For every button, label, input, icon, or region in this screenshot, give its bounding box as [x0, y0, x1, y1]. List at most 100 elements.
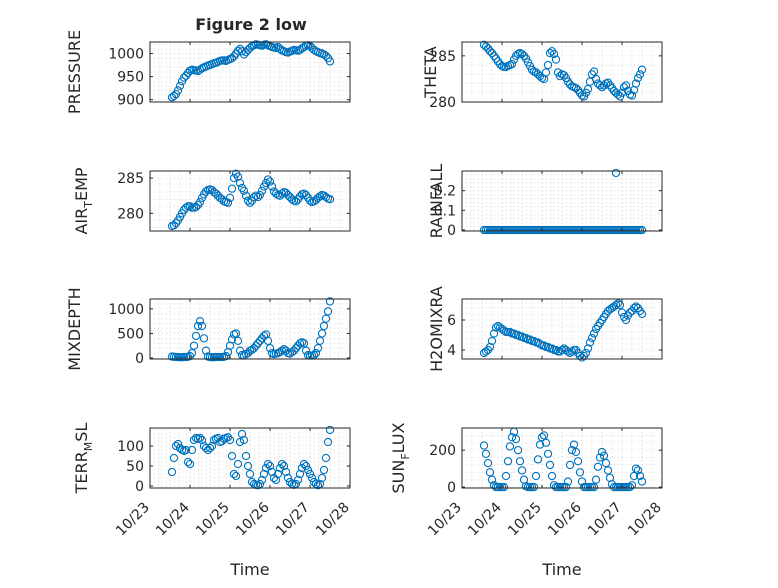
sun_flux-ylabel-tail: LUX: [389, 422, 408, 453]
sun_flux-data-point: [627, 481, 637, 490]
mixdepth-data-point: [187, 348, 197, 358]
air_temp-data-point: [251, 191, 261, 200]
sun_flux-data-point: [565, 460, 575, 470]
terr_msl-ytick-label: 50: [126, 459, 144, 475]
h2omixra-data-point: [551, 345, 561, 355]
h2omixra-data-point: [589, 329, 599, 338]
sun_flux-data-point: [573, 457, 583, 466]
mixdepth-data-point: [251, 341, 261, 350]
pressure-data-point: [299, 42, 309, 52]
air_temp-data-point: [321, 192, 331, 202]
h2omixra-data-point: [557, 345, 567, 355]
pressure-ytick-label: 1000: [108, 47, 144, 63]
h2omixra-ytick-label: 4: [447, 343, 456, 359]
air_temp-data-point: [249, 192, 259, 202]
air_temp-data-point: [181, 203, 191, 212]
terr_msl-data-point: [317, 473, 327, 483]
h2omixra-data-point: [491, 323, 501, 332]
theta-data-point: [583, 84, 593, 94]
air_temp-data-point: [235, 178, 245, 188]
sun_flux-data-point: [575, 468, 585, 477]
sun_flux-xtick-label: 10/27: [585, 500, 625, 540]
mixdepth-data-point: [255, 336, 265, 345]
theta-data-point: [617, 88, 627, 97]
terr_msl-data-point: [243, 461, 253, 471]
mixdepth-data-point: [231, 329, 241, 338]
sun_flux-data-point: [599, 451, 609, 460]
terr_msl-data-point: [281, 467, 291, 477]
terr_msl-data-point: [233, 459, 243, 469]
sun_flux-data-point: [625, 482, 635, 492]
air_temp-data-point: [253, 192, 263, 202]
pressure-data-point: [233, 46, 243, 55]
terr_msl-data-point: [229, 469, 239, 479]
theta-data-point: [621, 81, 631, 90]
pressure-ytick-label: 900: [117, 93, 144, 109]
terr_msl-ylabel-sub: M: [82, 442, 95, 452]
rainfall-data-point: [637, 225, 647, 235]
h2omixra-data-point: [581, 348, 591, 358]
mixdepth-data-point: [259, 331, 269, 341]
sun_flux-ytick-label: 0: [447, 480, 456, 496]
terr_msl-data-point: [277, 459, 287, 469]
sun_flux-data-point: [537, 433, 547, 442]
pressure-data-point: [173, 86, 183, 95]
air_temp-data-point: [229, 173, 239, 183]
sun_flux-ylabel: SUNFLUX: [389, 422, 412, 493]
mixdepth-data-point: [189, 341, 199, 350]
h2omixra-data-point: [485, 342, 495, 352]
theta-data-point: [541, 68, 551, 77]
air_temp-data-point: [277, 189, 287, 198]
h2omixra-data-point: [585, 338, 595, 347]
sun_flux-data-point: [531, 471, 541, 481]
sun_flux-data-point: [593, 462, 603, 471]
terr_msl-data-point: [323, 437, 333, 447]
air_temp-data-point: [185, 202, 195, 211]
h2omixra-data-point: [583, 344, 593, 353]
terr_msl-data-point: [295, 469, 305, 479]
terr_msl-frame: [149, 427, 351, 489]
theta-data-point: [595, 81, 605, 90]
sun_flux-xtick-label: 10/25: [505, 500, 545, 540]
sun_flux-data-point: [489, 481, 499, 490]
terr_msl-data-point: [169, 453, 179, 463]
terr_msl-data-point: [189, 435, 199, 445]
terr_msl-xtick-label: 10/25: [193, 500, 233, 540]
sun_flux-data-point: [601, 458, 611, 468]
terr_msl-data-point: [319, 465, 329, 475]
air_temp-ylabel-main: AIR: [72, 208, 91, 235]
terr_msl-data-point: [313, 481, 323, 490]
sun_flux-data-point: [539, 431, 549, 440]
terr_msl-data-point: [283, 473, 293, 483]
terr_msl-data-point: [257, 475, 267, 485]
rainfall-ylabel: RAINFALL: [427, 164, 446, 239]
terr_msl-data-point: [299, 459, 309, 469]
sun_flux-data-point: [571, 447, 581, 457]
sun_flux-data-point: [603, 466, 613, 475]
terr_msl-xtick-label: 10/27: [273, 500, 313, 540]
pressure-ylabel: PRESSURE: [65, 30, 84, 114]
air_temp-data-point: [227, 184, 237, 193]
air_temp-ytick-label: 280: [117, 206, 144, 222]
terr_msl-data-point: [241, 451, 251, 461]
terr_msl-data-point: [195, 433, 205, 443]
terr_msl-ylabel: TERRMSL: [72, 423, 95, 495]
terr_msl-data-point: [293, 475, 303, 485]
air_temp-data-point: [265, 177, 275, 186]
sun_flux-data-point: [567, 446, 577, 455]
mixdepth-data-point: [193, 321, 203, 331]
h2omixra-ylabel: H2OMIXRA: [427, 286, 446, 372]
sun_flux-data-point: [629, 471, 639, 481]
mixdepth-data-point: [321, 314, 331, 323]
theta-data-point: [591, 74, 601, 84]
terr_msl-data-point: [325, 425, 335, 435]
sun_flux-data-point: [481, 449, 491, 458]
terr_msl-data-point: [209, 435, 219, 445]
theta-data-point: [555, 72, 565, 81]
terr_msl-xtick-label: 10/23: [113, 500, 153, 540]
pressure-data-point: [325, 57, 335, 66]
mixdepth-data-point: [311, 348, 321, 358]
terr_msl-data-point: [271, 475, 281, 485]
mixdepth-data-point: [317, 329, 327, 338]
sun_flux-data-point: [501, 471, 511, 481]
